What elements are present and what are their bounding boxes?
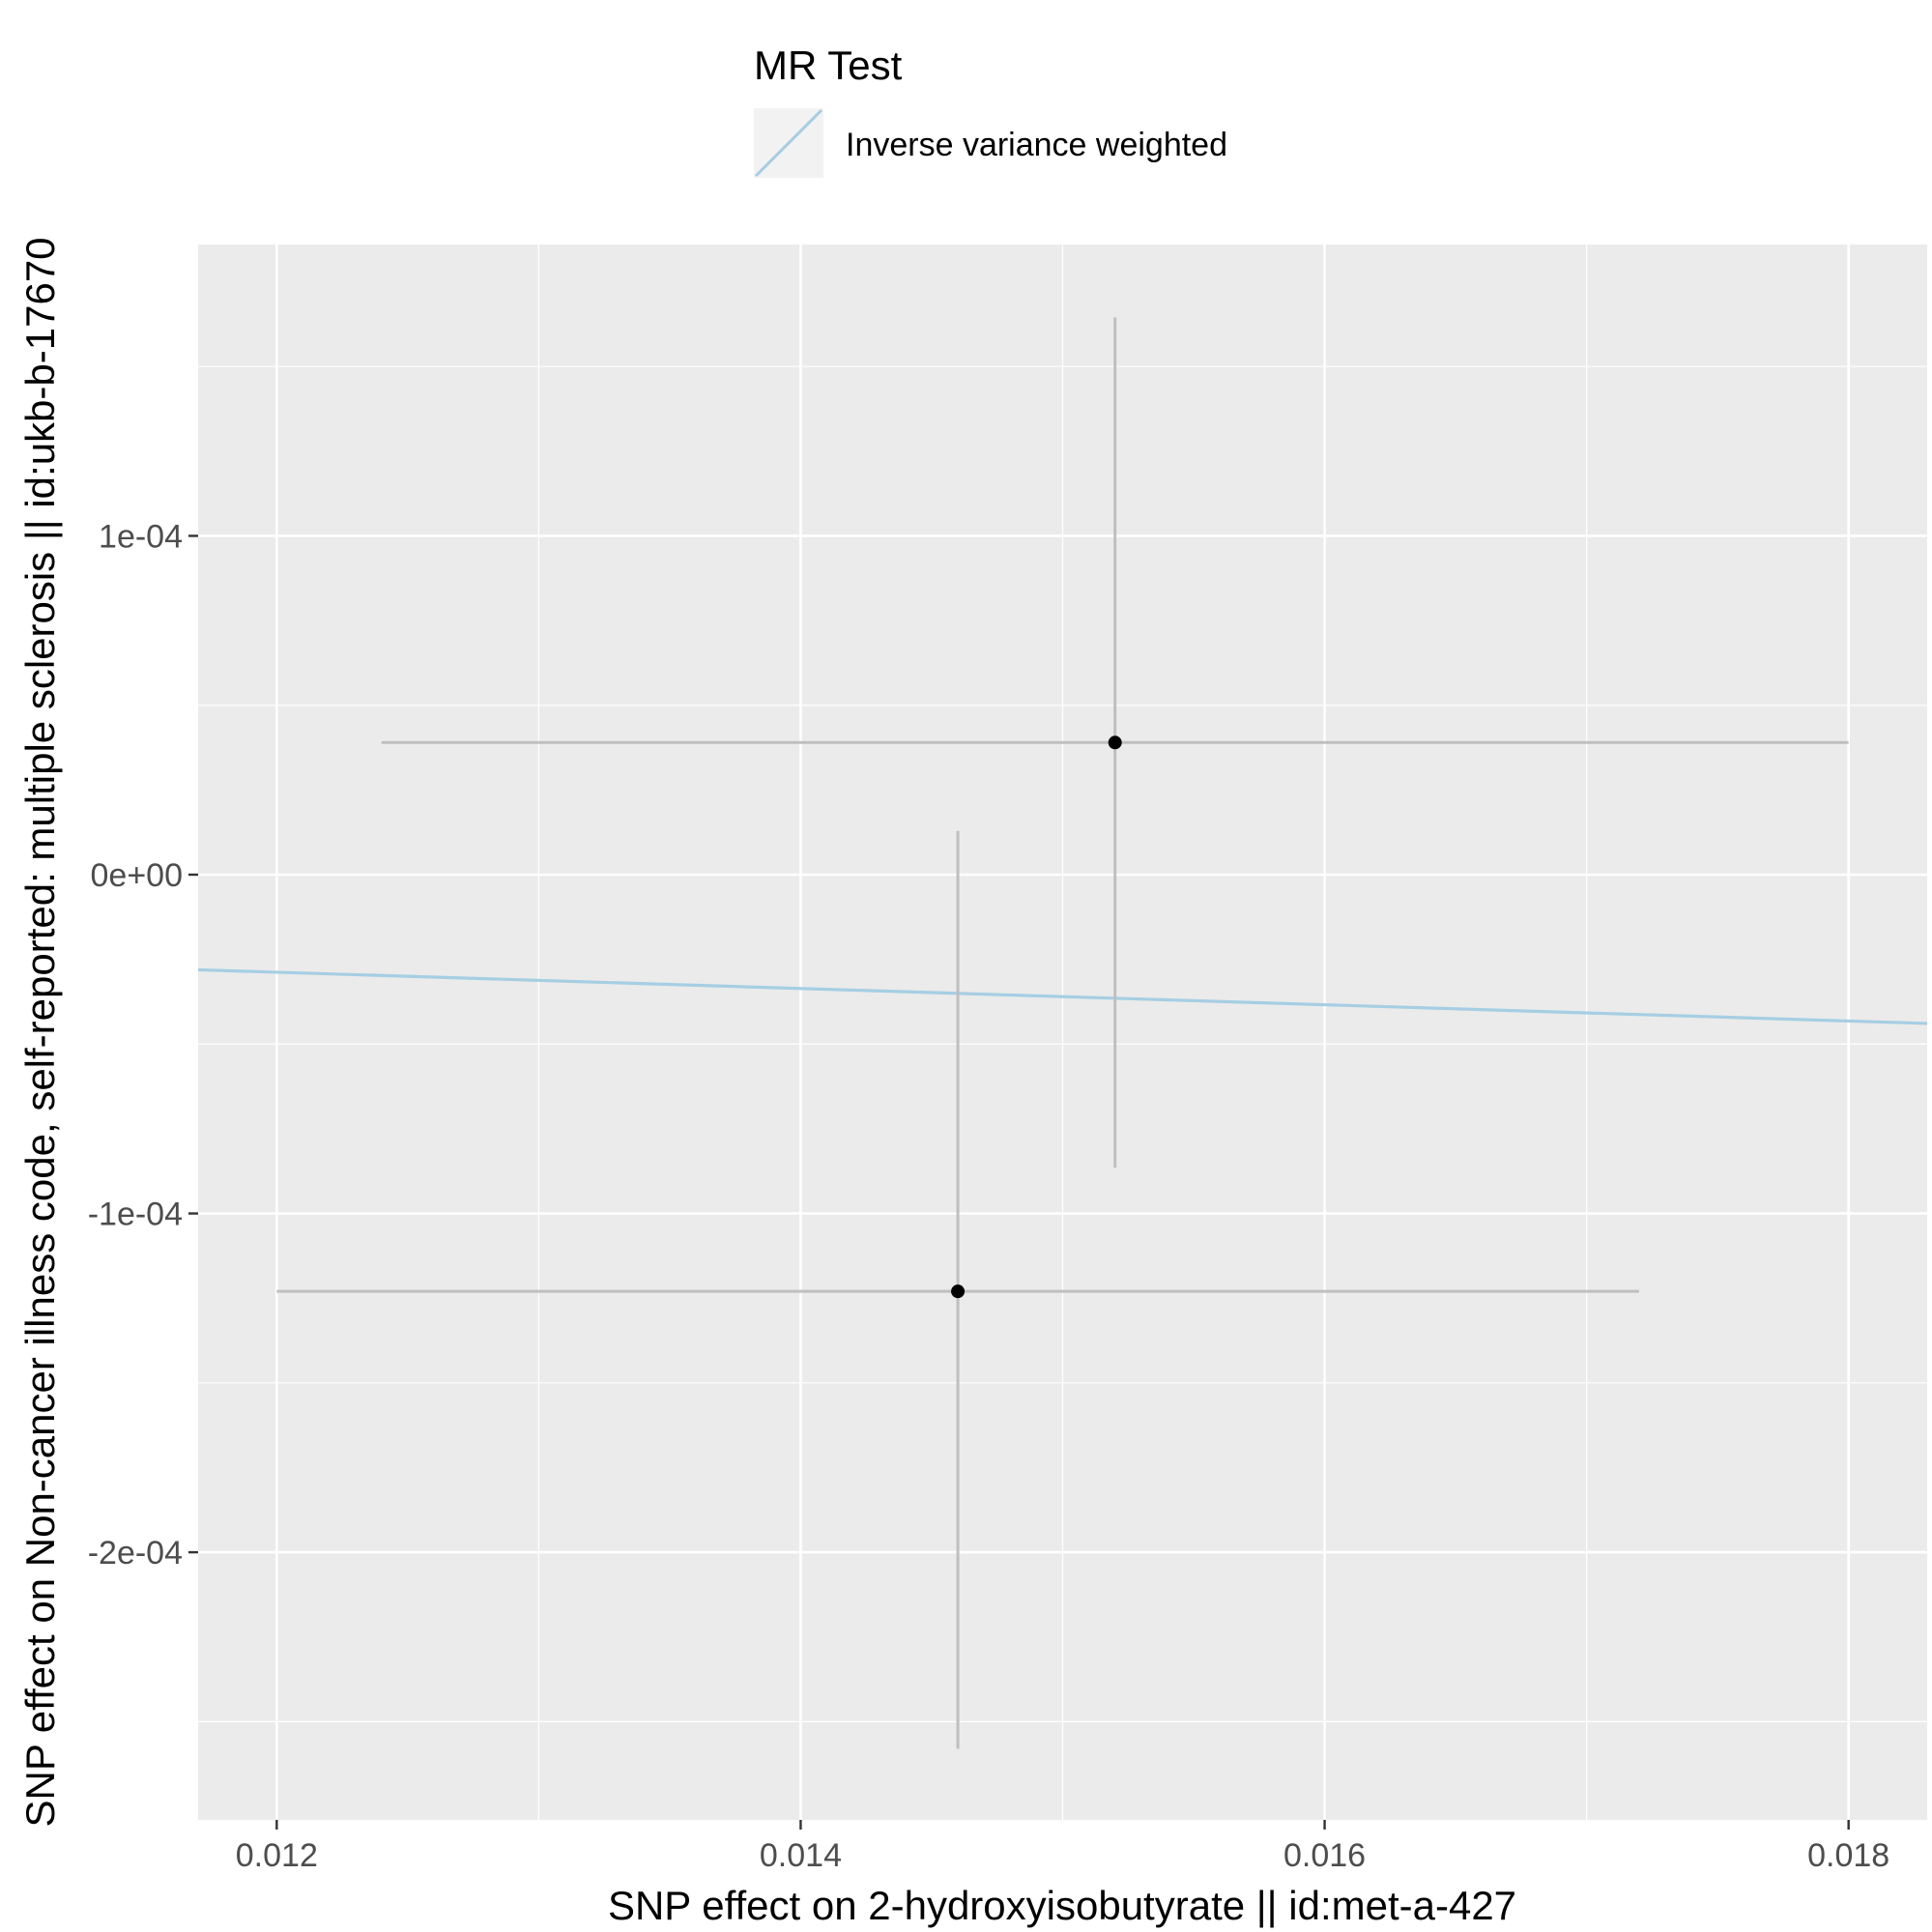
data-points [951,735,1122,1299]
x-tick-label: 0.016 [1283,1837,1366,1874]
grid-minor [198,245,1927,1820]
grid-major [198,245,1927,1820]
x-tick-label: 0.012 [236,1837,318,1874]
data-point-0 [1108,735,1122,750]
x-axis-label: SNP effect on 2-hydroxyisobutyrate || id… [608,1883,1516,1928]
x-tick-label: 0.018 [1807,1837,1889,1874]
y-tick-label: -1e-04 [88,1197,183,1233]
x-tick-label: 0.014 [760,1837,842,1874]
legend-title: MR Test [754,43,903,88]
y-axis: -2e-04 -1e-04 0e+00 1e-04 [88,518,198,1572]
y-tick-label: 1e-04 [99,518,183,555]
y-tick-label: -2e-04 [88,1535,183,1572]
legend-key-line [754,108,823,178]
y-axis-label: SNP effect on Non-cancer illness code, s… [17,237,63,1827]
y-tick-label: 0e+00 [91,857,184,894]
ivw-regression-line [197,967,1928,1025]
x-axis: 0.012 0.014 0.016 0.018 [236,1820,1889,1874]
regression-lines [197,967,1928,1025]
legend-entry-label: Inverse variance weighted [846,127,1227,163]
data-point-1 [951,1284,966,1299]
legend: MR Test Inverse variance weighted [754,43,1227,178]
